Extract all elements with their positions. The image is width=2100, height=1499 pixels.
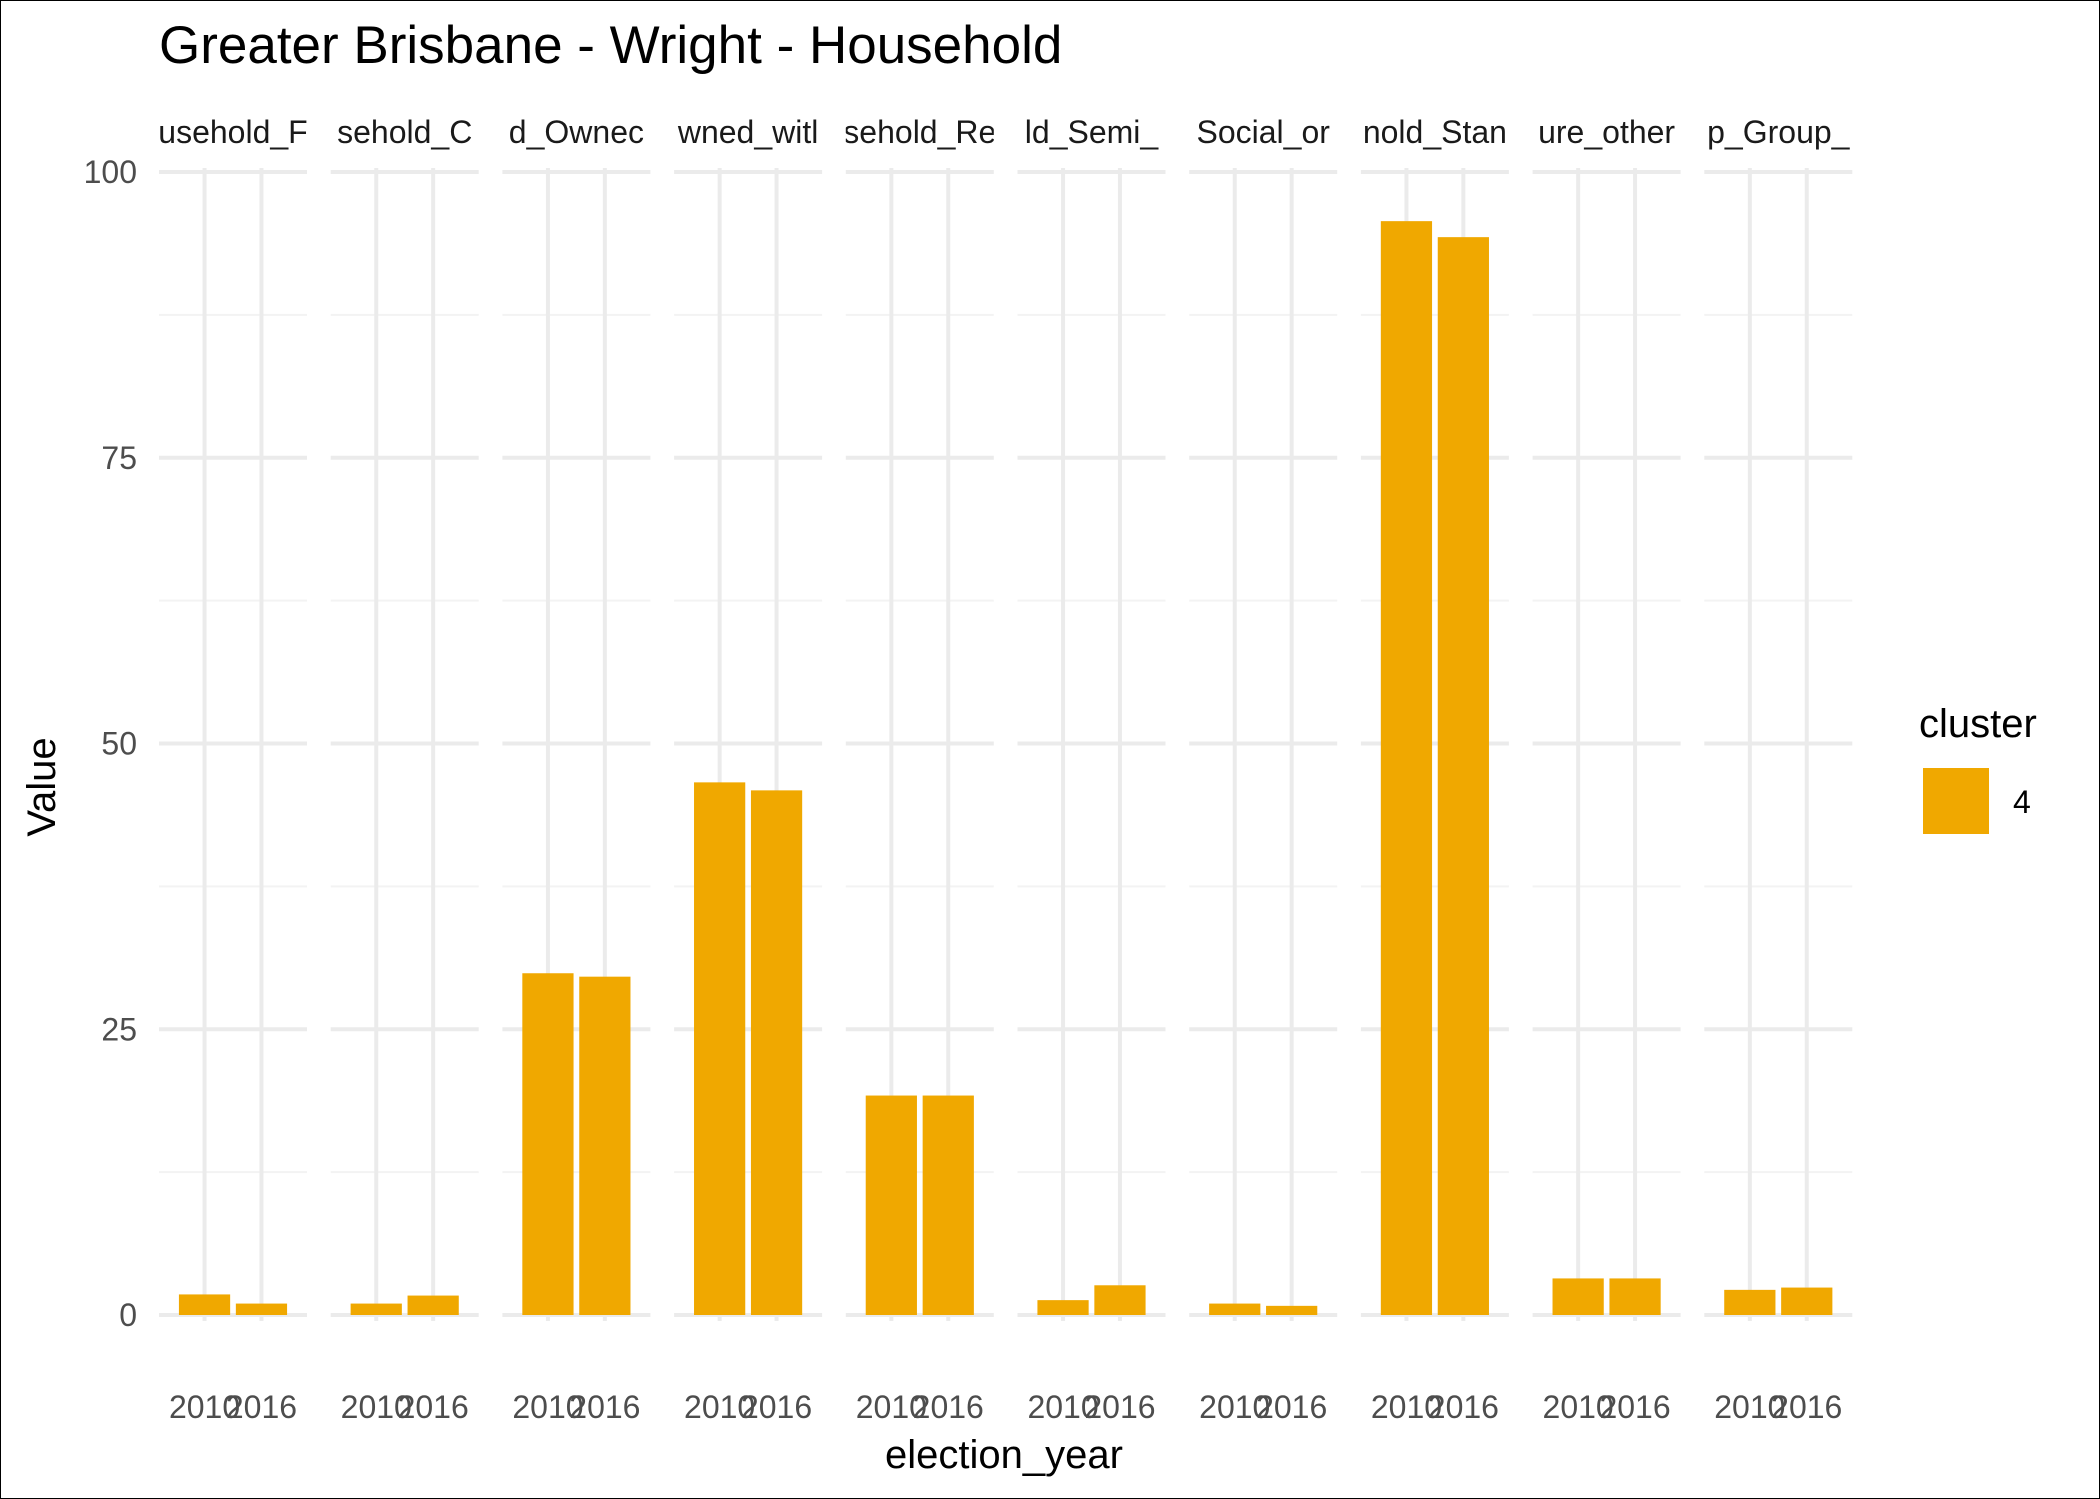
x-tick-label: 2016 <box>569 1389 640 1425</box>
facet-strip-label: ure_other <box>1538 114 1675 150</box>
x-tick-label: 2016 <box>1599 1389 1670 1425</box>
y-axis-title: Value <box>20 737 64 836</box>
x-tick-label: 2016 <box>1428 1389 1499 1425</box>
facet-strip-label: p_Group_ <box>1707 114 1851 150</box>
bar-2016 <box>407 1295 459 1315</box>
chart-title: Greater Brisbane - Wright - Household <box>159 16 1062 75</box>
facet-strip-label: sehold_C <box>337 114 472 150</box>
bar-2010 <box>1209 1303 1261 1315</box>
x-tick-label: 2016 <box>1256 1389 1327 1425</box>
x-tick-label: 2010 <box>1027 1389 1098 1425</box>
y-tick-label: 50 <box>101 726 137 762</box>
x-tick-label: 2016 <box>226 1389 297 1425</box>
y-axis: 0 25 50 75 100 <box>84 154 137 1333</box>
x-tick-label: 2010 <box>169 1389 240 1425</box>
bar-2016 <box>235 1303 288 1315</box>
x-tick-label: 2010 <box>512 1389 583 1425</box>
facet-strip-label: Social_or <box>1196 114 1330 150</box>
y-tick-label: 0 <box>119 1297 137 1333</box>
bar-2016 <box>579 976 631 1315</box>
facet-strip-label: sehold_Re <box>843 114 996 150</box>
bar-2010 <box>1380 221 1433 1315</box>
x-tick-label: 2016 <box>1084 1389 1155 1425</box>
bar-2010 <box>522 973 574 1315</box>
x-tick-label: 2010 <box>684 1389 755 1425</box>
x-tick-label: 2016 <box>741 1389 812 1425</box>
x-tick-label: 2016 <box>913 1389 984 1425</box>
bar-2010 <box>350 1303 402 1315</box>
bar-2016 <box>1609 1278 1661 1315</box>
x-tick-label: 2016 <box>1771 1389 1842 1425</box>
facet-strip-label: usehold_F <box>158 114 307 150</box>
bar-2010 <box>178 1294 231 1315</box>
y-tick-label: 100 <box>84 154 137 190</box>
legend-key-label: 4 <box>2013 784 2031 820</box>
legend-key-swatch <box>1923 768 1989 834</box>
x-tick-label: 2010 <box>1199 1389 1270 1425</box>
x-tick-label: 2016 <box>398 1389 469 1425</box>
x-tick-label: 2010 <box>1714 1389 1785 1425</box>
facet-panels: usehold_F20102016sehold_C20102016d_Ownec… <box>158 114 1853 1425</box>
legend-title: cluster <box>1919 702 2037 746</box>
facet-strip-label: d_Ownec <box>509 114 644 150</box>
bar-2010 <box>1552 1278 1604 1315</box>
bar-2016 <box>750 790 803 1315</box>
y-tick-label: 75 <box>101 440 137 476</box>
bar-2016 <box>922 1095 974 1315</box>
bar-2010 <box>694 782 746 1315</box>
legend: cluster 4 <box>1919 702 2037 834</box>
bar-2010 <box>1037 1300 1089 1315</box>
x-tick-label: 2010 <box>341 1389 412 1425</box>
x-tick-label: 2010 <box>856 1389 927 1425</box>
facet-strip-label: ld_Semi_ <box>1025 114 1160 150</box>
x-tick-label: 2010 <box>1543 1389 1614 1425</box>
facet-strip-label: wned_witl <box>677 114 819 150</box>
facet-strip-label: nold_Stan <box>1363 114 1507 150</box>
bar-2016 <box>1266 1305 1318 1315</box>
bar-2016 <box>1094 1285 1146 1315</box>
bar-2016 <box>1437 237 1489 1315</box>
bar-2016 <box>1781 1287 1833 1315</box>
bar-2010 <box>865 1095 917 1315</box>
bar-2010 <box>1724 1289 1776 1315</box>
x-tick-label: 2010 <box>1371 1389 1442 1425</box>
x-axis-title: election_year <box>885 1433 1123 1477</box>
y-tick-label: 25 <box>101 1011 137 1047</box>
